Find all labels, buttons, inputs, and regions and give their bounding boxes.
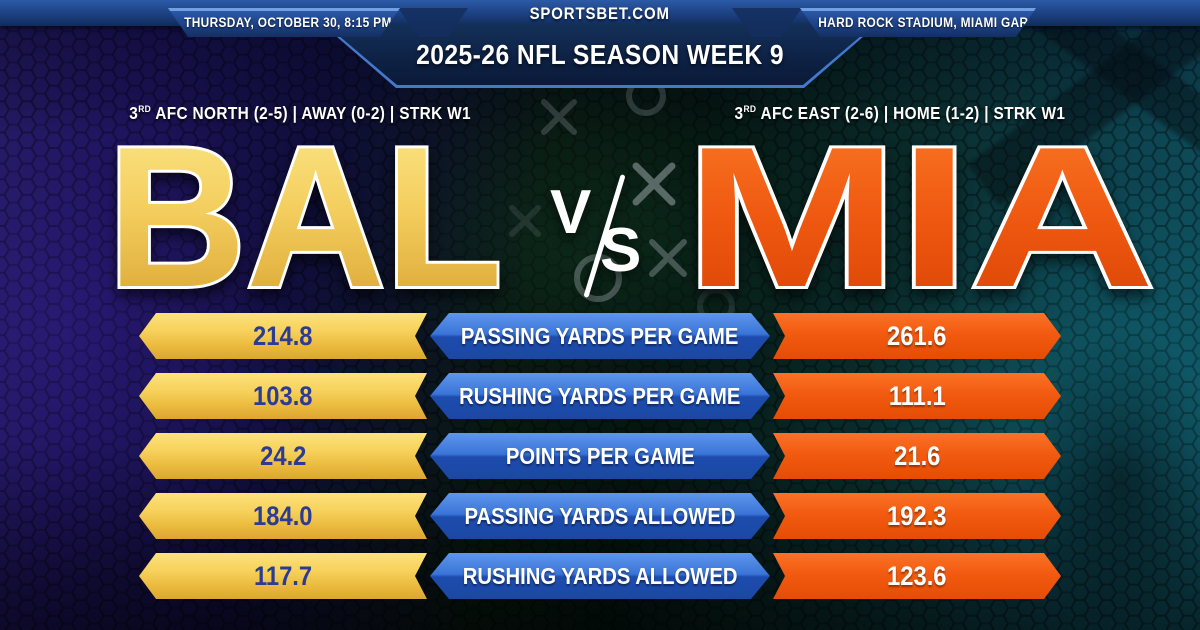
venue-label: HARD ROCK STADIUM, MIAMI GARDENS, FL [818,15,1086,30]
venue-banner: HARD ROCK STADIUM, MIAMI GARDENS, FL [800,8,1036,37]
title-panel: 2025-26 NFL SEASON WEEK 9 [322,24,878,88]
away-info-details: AFC NORTH (2-5) | AWAY (0-2) | STRK W1 [155,103,471,123]
away-value-banner: 184.0 [139,493,427,539]
away-value-banner: 117.7 [139,553,427,599]
vs-letter-v: V [550,178,592,247]
home-rank-suffix: RD [743,104,757,116]
away-value-banner: 214.8 [139,313,427,359]
game-datetime: THURSDAY, OCTOBER 30, 8:15 PM EDT [184,15,421,30]
stat-row: 103.8 RUSHING YARDS PER GAME 111.1 [139,373,1061,419]
away-rank: 3 [129,103,139,123]
away-rank-suffix: RD [138,104,152,116]
site-label-text: SPORTSBET.COM [529,4,671,23]
home-value-banner: 111.1 [773,373,1061,419]
home-value-banner: 192.3 [773,493,1061,539]
stat-row: 184.0 PASSING YARDS ALLOWED 192.3 [139,493,1061,539]
home-info-details: AFC EAST (2-6) | HOME (1-2) | STRK W1 [760,103,1066,123]
title-panel-inner: 2025-26 NFL SEASON WEEK 9 [325,24,875,85]
stat-label-banner: RUSHING YARDS PER GAME [430,373,770,419]
site-label: SPORTSBET.COM [0,0,1200,26]
date-banner: THURSDAY, OCTOBER 30, 8:15 PM EDT [168,8,400,37]
page-title: 2025-26 NFL SEASON WEEK 9 [416,38,784,70]
vs-badge: V S [550,174,660,298]
away-team-info-line: 3RD AFC NORTH (2-5) | AWAY (0-2) | STRK … [40,103,560,124]
away-value-banner: 103.8 [139,373,427,419]
stat-label-banner: PASSING YARDS ALLOWED [430,493,770,539]
away-team-abbr: BAL [105,124,506,302]
stats-comparison-table: 214.8 PASSING YARDS PER GAME 261.6 103.8… [0,313,1200,613]
away-value-banner: 24.2 [139,433,427,479]
home-value-banner: 261.6 [773,313,1061,359]
away-team-abbr-text: BAL [108,124,503,302]
stat-label-banner: RUSHING YARDS ALLOWED [430,553,770,599]
home-value-banner: 123.6 [773,553,1061,599]
stat-row: 214.8 PASSING YARDS PER GAME 261.6 [139,313,1061,359]
home-team-abbr: MIA [682,124,1158,302]
home-team-info-line: 3RD AFC EAST (2-6) | HOME (1-2) | STRK W… [640,103,1160,124]
home-value-banner: 21.6 [773,433,1061,479]
stat-row: 24.2 POINTS PER GAME 21.6 [139,433,1061,479]
home-team-abbr-text: MIA [685,124,1155,302]
stat-row: 117.7 RUSHING YARDS ALLOWED 123.6 [139,553,1061,599]
stat-label-banner: POINTS PER GAME [430,433,770,479]
home-rank: 3 [734,103,744,123]
stat-label-banner: PASSING YARDS PER GAME [430,313,770,359]
vs-letter-s: S [600,216,642,285]
